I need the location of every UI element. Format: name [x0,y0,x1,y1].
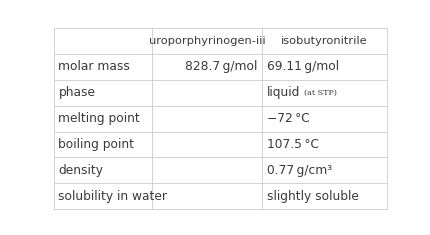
Text: melting point: melting point [58,112,140,125]
Text: 69.11 g/mol: 69.11 g/mol [267,60,339,74]
Text: slightly soluble: slightly soluble [267,190,359,203]
Text: solubility in water: solubility in water [58,190,167,203]
Text: 0.77 g/cm³: 0.77 g/cm³ [267,164,332,177]
Text: 828.7 g/mol: 828.7 g/mol [185,60,258,74]
Text: −72 °C: −72 °C [267,112,310,125]
Text: molar mass: molar mass [58,60,130,74]
Text: uroporphyrinogen-iii: uroporphyrinogen-iii [149,36,265,46]
Text: liquid: liquid [267,86,300,99]
Text: 107.5 °C: 107.5 °C [267,138,319,151]
Text: (at STP): (at STP) [304,89,337,97]
Text: phase: phase [58,86,95,99]
Text: isobutyronitrile: isobutyronitrile [281,36,368,46]
Text: boiling point: boiling point [58,138,135,151]
Text: density: density [58,164,104,177]
